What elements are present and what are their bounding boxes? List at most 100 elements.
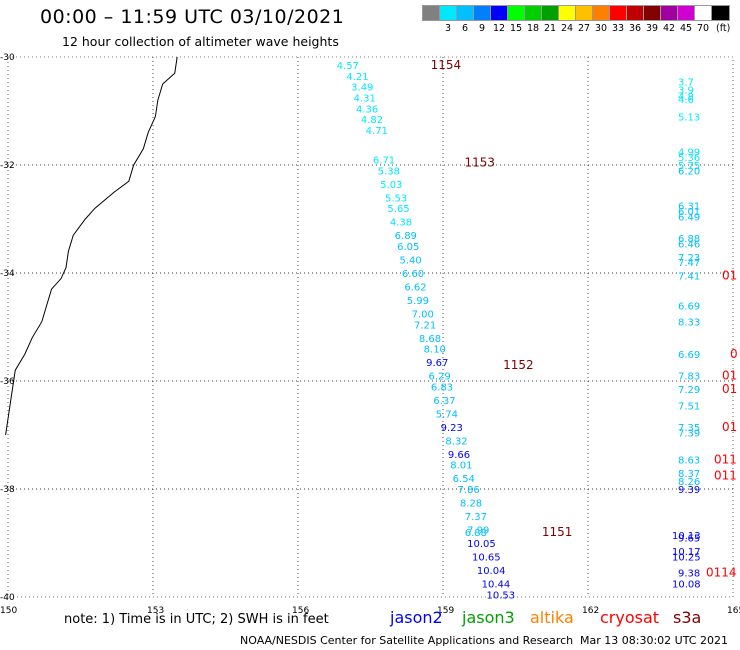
edge-wave-value: 6.01 [678, 207, 700, 218]
lon-tick-label: 165 [727, 606, 740, 616]
wave-height-value: 9.23 [441, 423, 463, 434]
edge-time-label: 0114 [706, 566, 737, 580]
lat-tick-label: -36 [0, 377, 15, 387]
edge-wave-value: 3.7 [678, 77, 694, 88]
wave-height-value: 4.71 [366, 126, 388, 137]
edge-wave-value: 8.26 [678, 477, 700, 488]
edge-wave-value: 9.65 [678, 534, 700, 545]
edge-time-label: 01 [722, 369, 737, 383]
scale-label: 36 [628, 23, 642, 34]
wave-height-value: 7.21 [414, 320, 436, 331]
scale-label: 3 [444, 23, 452, 34]
scale-label: 12 [492, 23, 506, 34]
edge-wave-value: 8.37 [678, 469, 700, 480]
edge-wave-value: 7.39 [678, 428, 700, 439]
lat-tick-label: -32 [0, 161, 15, 171]
scale-label: 39 [645, 23, 659, 34]
track-time-label: 1151 [542, 525, 573, 539]
lon-tick-label: 159 [437, 606, 454, 616]
edge-wave-value: 7.51 [678, 401, 700, 412]
edge-wave-value: 7.47 [678, 258, 700, 269]
coastline [5, 56, 178, 436]
edge-wave-value: 6.20 [678, 166, 700, 177]
wave-height-value: 6.83 [431, 382, 453, 393]
scale-label: 24 [560, 23, 574, 34]
edge-time-label: 011 [714, 469, 737, 483]
edge-wave-value: 6.49 [678, 212, 700, 223]
wave-height-value: 9.67 [426, 358, 448, 369]
wave-height-value: 10.53 [487, 590, 516, 601]
wave-height-value: 7.86 [458, 485, 480, 496]
scale-swatch [711, 5, 730, 21]
edge-time-label: 011 [714, 452, 737, 466]
edge-wave-value: 9.39 [678, 485, 700, 496]
lon-tick-label: 153 [147, 606, 164, 616]
map-frame [7, 56, 734, 598]
edge-wave-value: 10.17 [672, 547, 701, 558]
wave-height-value: 6.54 [453, 474, 475, 485]
edge-wave-value: 5.75 [678, 161, 700, 172]
edge-time-label: 0 [730, 347, 738, 361]
timestamp-text: Mar 13 08:30:02 UTC 2021 [580, 634, 728, 647]
scale-label: 30 [594, 23, 608, 34]
legend-item-s3a: s3a [673, 608, 702, 627]
wave-height-value: 3.49 [351, 83, 373, 94]
scale-label: 6 [461, 23, 469, 34]
wave-height-value: 4.57 [337, 61, 359, 72]
wave-height-value: 7.37 [465, 512, 487, 523]
edge-wave-value: 6.88 [678, 234, 700, 245]
wave-height-value: 5.74 [436, 409, 458, 420]
wave-height-value: 5.99 [407, 296, 429, 307]
edge-wave-value: 6.69 [678, 350, 700, 361]
wave-height-value: 7.99 [467, 526, 489, 537]
wave-height-value: 8.28 [460, 499, 482, 510]
legend-item-altika: altika [530, 608, 574, 627]
wave-height-value: 5.40 [400, 256, 422, 267]
wave-height-value: 9.66 [448, 450, 470, 461]
wave-height-value: 10.65 [472, 553, 501, 564]
wave-height-value: 6.05 [397, 242, 419, 253]
lon-tick-label: 162 [582, 606, 599, 616]
edge-wave-value: 9.38 [678, 569, 700, 580]
wave-height-value: 4.82 [361, 115, 383, 126]
legend-item-jason2: jason2 [390, 608, 443, 627]
scale-label: 21 [543, 23, 557, 34]
edge-wave-value: 7.35 [678, 423, 700, 434]
subtitle: 12 hour collection of altimeter wave hei… [62, 34, 339, 49]
edge-time-label: 01 [722, 420, 737, 434]
scale-label: 33 [611, 23, 625, 34]
scale-label: 18 [526, 23, 540, 34]
lat-tick-label: -40 [0, 593, 15, 603]
footer-note: note: 1) Time is in UTC; 2) SWH is in fe… [64, 612, 329, 627]
lon-tick-label: 156 [292, 606, 309, 616]
lat-tick-label: -34 [0, 269, 15, 279]
edge-wave-value: 10.08 [672, 580, 701, 591]
wave-height-value: 5.03 [380, 180, 402, 191]
edge-wave-value: 7.23 [678, 253, 700, 264]
edge-wave-value: 7.41 [678, 272, 700, 283]
edge-time-label: 01 [722, 269, 737, 283]
title: 00:00 – 11:59 UTC 03/10/2021 [40, 6, 345, 28]
wave-height-value: 5.38 [378, 166, 400, 177]
edge-wave-value: 4.99 [678, 148, 700, 159]
scale-label: 42 [662, 23, 676, 34]
wave-height-value: 6.89 [395, 231, 417, 242]
edge-wave-value: 6.31 [678, 202, 700, 213]
wave-height-value: 8.32 [445, 436, 467, 447]
edge-wave-value: 7.83 [678, 372, 700, 383]
edge-wave-value: 4.8 [678, 92, 694, 103]
edge-wave-value: 10.13 [672, 531, 701, 542]
edge-wave-value: 4.6 [678, 95, 694, 106]
wave-height-value: 6.60 [402, 269, 424, 280]
edge-wave-value: 6.46 [678, 239, 700, 250]
scale-label: 45 [679, 23, 693, 34]
lat-tick-label: -38 [0, 485, 15, 495]
scale-label: 70 [696, 23, 710, 34]
wave-height-value: 6.37 [433, 396, 455, 407]
track-time-label: 1153 [465, 155, 496, 169]
edge-wave-value: 5.13 [678, 112, 700, 123]
legend-item-jason3: jason3 [462, 608, 515, 627]
wave-height-value: 10.05 [467, 539, 496, 550]
wave-height-value: 4.36 [356, 104, 378, 115]
